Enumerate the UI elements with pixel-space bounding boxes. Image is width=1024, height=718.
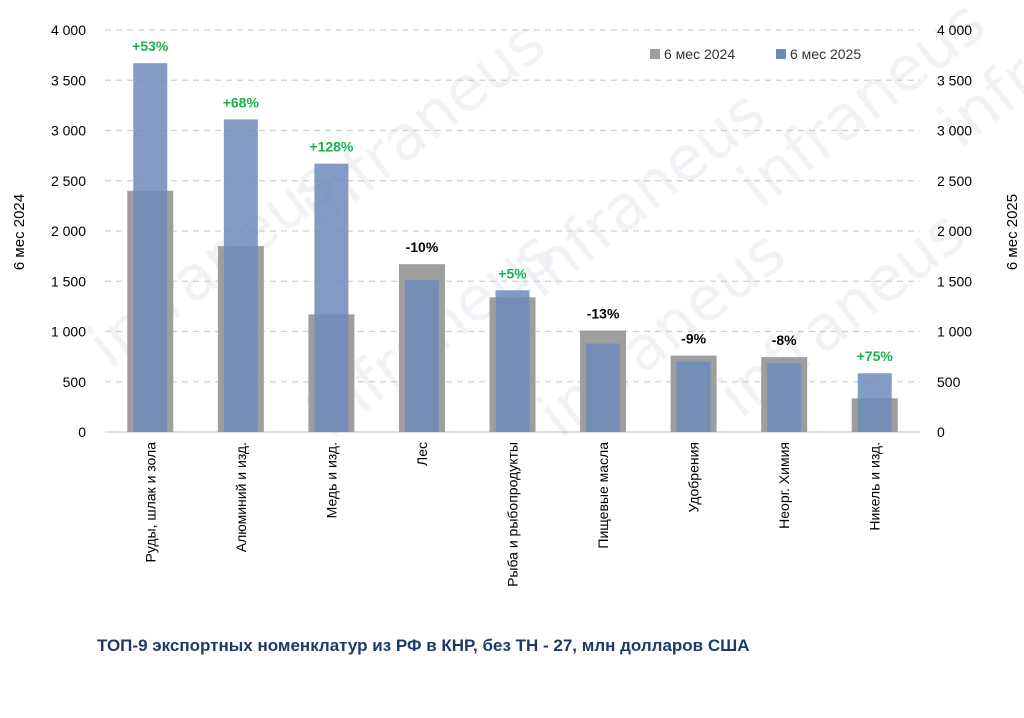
x-tick-label: Рыба и рыбопродукты	[505, 442, 521, 587]
x-tick-label: Лес	[414, 442, 430, 466]
change-label: +75%	[857, 348, 894, 364]
change-labels: +53% +68% +128% -10% +5% -13% -9% -8% +75%	[132, 38, 893, 364]
chart-caption: ТОП-9 экспортных номенклатур из РФ в КНР…	[97, 636, 750, 655]
y-tick-label-right: 2 500	[937, 173, 972, 189]
y-tick-label-left: 4 000	[51, 22, 86, 38]
bar-2025	[676, 361, 711, 432]
y-axis-right: 0 500 1 000 1 500 2 000 2 500 3 000 3 500 4 000	[937, 22, 972, 440]
legend-swatch-2024	[650, 49, 660, 59]
x-tick-label: Пищевые масла	[595, 442, 611, 549]
x-tick-label: Никель и изд.	[867, 442, 883, 531]
y-tick-label-left: 3 500	[51, 72, 86, 88]
y-tick-label-right: 3 000	[937, 123, 972, 139]
y-tick-label-left: 2 500	[51, 173, 86, 189]
y-tick-label-right: 1 500	[937, 273, 972, 289]
y-tick-label-right: 0	[937, 424, 945, 440]
bars	[127, 63, 898, 433]
legend: 6 мес 2024 6 мес 2025	[650, 46, 861, 62]
x-tick-label: Руды, шлак и зола	[142, 442, 158, 563]
change-label: +5%	[498, 265, 527, 281]
y-tick-label-left: 1 000	[51, 324, 86, 340]
y-tick-label-right: 4 000	[937, 22, 972, 38]
y-tick-label-right: 2 000	[937, 223, 972, 239]
bar-2025	[223, 119, 258, 432]
x-tick-label: Алюминий и изд.	[233, 442, 249, 552]
change-label: -10%	[406, 239, 439, 255]
y-tick-label-right: 1 000	[937, 324, 972, 340]
y-tick-label-right: 3 500	[937, 72, 972, 88]
x-axis-categories: Руды, шлак и зола Алюминий и изд. Медь и и…	[142, 442, 882, 587]
change-label: +53%	[132, 38, 169, 54]
y-tick-label-left: 500	[63, 374, 87, 390]
y-tick-label-right: 500	[937, 374, 961, 390]
bar-2025	[857, 373, 892, 432]
y-tick-label-left: 1 500	[51, 273, 86, 289]
y-tick-label-left: 0	[78, 424, 86, 440]
legend-swatch-2025	[776, 49, 786, 59]
bar-2025	[495, 290, 530, 432]
x-tick-label: Удобрения	[686, 442, 702, 512]
bar-2025	[133, 63, 168, 432]
change-label: -9%	[681, 331, 706, 347]
y-tick-label-left: 3 000	[51, 123, 86, 139]
bar-2025	[586, 343, 621, 432]
y-tick-label-left: 2 000	[51, 223, 86, 239]
change-label: +128%	[309, 139, 354, 155]
y-axis-right-title: 6 мес 2025	[1004, 194, 1021, 270]
bar-2025	[767, 363, 802, 432]
x-tick-label: Медь и изд.	[323, 442, 339, 518]
y-axis-left: 0 500 1 000 1 500 2 000 2 500 3 000 3 500 4 000	[51, 22, 86, 440]
change-label: +68%	[223, 94, 260, 110]
bar-2025	[404, 280, 439, 432]
change-label: -13%	[587, 305, 620, 321]
y-axis-left-title: 6 мес 2024	[11, 194, 28, 270]
x-tick-label: Неорг. Химия	[776, 442, 792, 529]
legend-label-2024: 6 мес 2024	[664, 46, 735, 62]
change-label: -8%	[772, 332, 797, 348]
bar-2025	[314, 163, 349, 433]
legend-label-2025: 6 мес 2025	[790, 46, 861, 62]
